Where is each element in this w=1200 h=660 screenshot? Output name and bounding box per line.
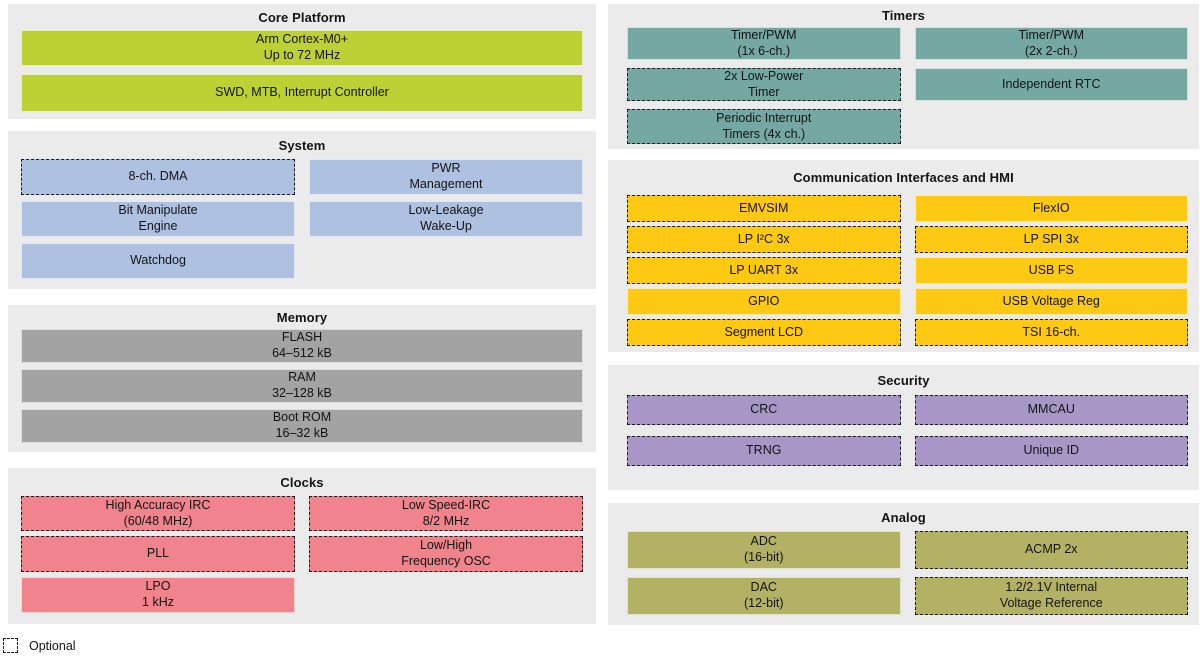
block-timer-pwm-6ch: Timer/PWM (1x 6-ch.) [627, 27, 901, 60]
section-body: Timer/PWM (1x 6-ch.) Timer/PWM (2x 2-ch.… [608, 27, 1199, 144]
section-title: System [278, 137, 326, 153]
block-arm-cortex-m0plus: Arm Cortex-M0+ Up to 72 MHz [21, 30, 583, 66]
block-bit-manipulate-engine: Bit Manipulate Engine [21, 201, 295, 237]
section-body: Arm Cortex-M0+ Up to 72 MHz SWD, MTB, In… [8, 30, 596, 112]
block-periodic-interrupt-timers: Periodic Interrupt Timers (4x ch.) [627, 109, 901, 144]
block-low-leakage-wake-up: Low-Leakage Wake-Up [309, 201, 583, 237]
block-pll: PLL [21, 536, 295, 572]
block-high-accuracy-irc: High Accuracy IRC (60/48 MHz) [21, 496, 295, 531]
section-title: Core Platform [258, 9, 346, 25]
block-watchdog: Watchdog [21, 243, 295, 279]
section-body: FLASH 64–512 kB RAM 32–128 kB Boot ROM 1… [8, 329, 596, 443]
block-low-power-timer: 2x Low-Power Timer [627, 68, 901, 101]
block-low-speed-irc: Low Speed-IRC 8/2 MHz [309, 496, 583, 531]
block-acmp: ACMP 2x [914, 531, 1188, 569]
block-tsi: TSI 16-ch. [914, 319, 1188, 346]
block-lp-spi: LP SPI 3x [914, 226, 1188, 253]
block-swd-mtb-interrupt-controller: SWD, MTB, Interrupt Controller [21, 74, 583, 112]
section-body: 8-ch. DMA PWR Management Bit Manipulate … [8, 159, 596, 279]
section-title: Timers [882, 8, 925, 23]
legend-label: Optional [29, 638, 76, 653]
block-adc: ADC (16-bit) [627, 531, 901, 569]
legend-optional: Optional [3, 638, 76, 653]
section-body: ADC (16-bit) ACMP 2x DAC (12-bit) 1.2/2.… [608, 531, 1199, 615]
block-trng: TRNG [627, 436, 901, 466]
block-gpio: GPIO [627, 288, 901, 315]
block-internal-voltage-reference: 1.2/2.1V Internal Voltage Reference [914, 577, 1188, 615]
section-core-platform: Core Platform Arm Cortex-M0+ Up to 72 MH… [8, 4, 596, 119]
block-usb-fs: USB FS [914, 257, 1188, 284]
block-emvsim: EMVSIM [627, 195, 901, 222]
block-flash: FLASH 64–512 kB [21, 329, 583, 363]
block-flexio: FlexIO [914, 195, 1188, 222]
block-dac: DAC (12-bit) [627, 577, 901, 615]
block-low-high-frequency-osc: Low/High Frequency OSC [309, 536, 583, 572]
block-8ch-dma: 8-ch. DMA [21, 159, 295, 195]
section-timers: Timers Timer/PWM (1x 6-ch.) Timer/PWM (2… [608, 4, 1199, 149]
section-communication-interfaces-hmi: Communication Interfaces and HMI EMVSIM … [608, 160, 1199, 352]
block-lp-i2c: LP I²C 3x [627, 226, 901, 253]
section-analog: Analog ADC (16-bit) ACMP 2x DAC (12-bit)… [608, 503, 1199, 625]
block-independent-rtc: Independent RTC [914, 68, 1188, 101]
block-timer-pwm-2ch: Timer/PWM (2x 2-ch.) [914, 27, 1188, 60]
block-lp-uart: LP UART 3x [627, 257, 901, 284]
section-clocks: Clocks High Accuracy IRC (60/48 MHz) Low… [8, 468, 596, 624]
block-unique-id: Unique ID [914, 436, 1188, 466]
block-mmcau: MMCAU [914, 395, 1188, 425]
block-segment-lcd: Segment LCD [627, 319, 901, 346]
block-boot-rom: Boot ROM 16–32 kB [21, 409, 583, 443]
section-title: Clocks [280, 474, 324, 490]
section-title: Analog [881, 509, 926, 525]
block-crc: CRC [627, 395, 901, 425]
section-body: EMVSIM FlexIO LP I²C 3x LP SPI 3x LP UAR… [608, 195, 1199, 346]
optional-dashed-swatch-icon [3, 638, 18, 653]
block-usb-voltage-reg: USB Voltage Reg [914, 288, 1188, 315]
block-lpo: LPO 1 kHz [21, 577, 295, 613]
section-system: System 8-ch. DMA PWR Management Bit Mani… [8, 131, 596, 289]
section-body: High Accuracy IRC (60/48 MHz) Low Speed-… [8, 496, 596, 613]
block-pwr-management: PWR Management [309, 159, 583, 195]
section-title: Security [877, 372, 930, 388]
section-title: Memory [276, 309, 328, 325]
section-body: CRC MMCAU TRNG Unique ID [608, 395, 1199, 466]
section-memory: Memory FLASH 64–512 kB RAM 32–128 kB Boo… [8, 305, 596, 452]
section-security: Security CRC MMCAU TRNG Unique ID [608, 365, 1199, 490]
block-ram: RAM 32–128 kB [21, 369, 583, 403]
section-title: Communication Interfaces and HMI [793, 170, 1014, 185]
